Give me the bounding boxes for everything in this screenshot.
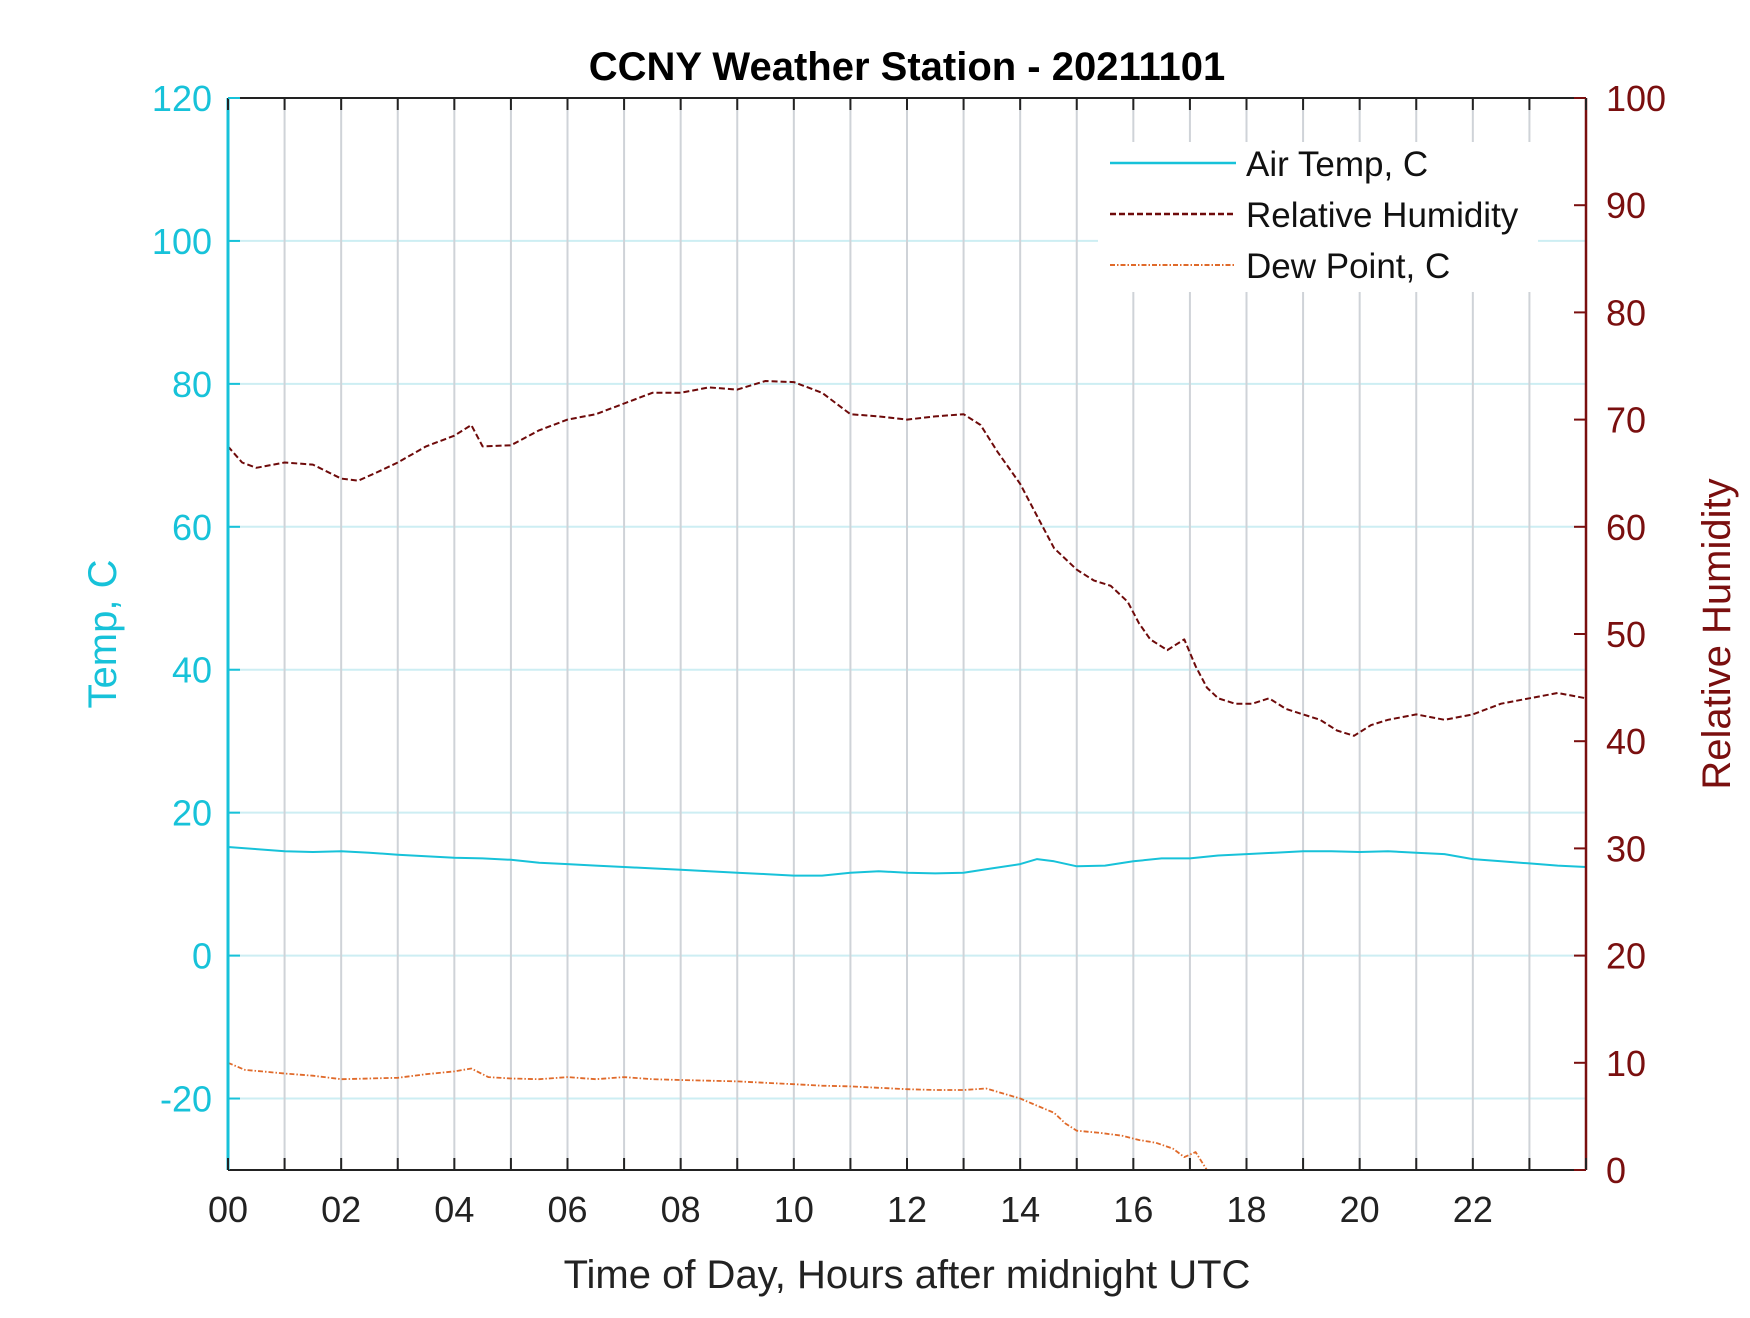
y-right-tick-label: 10: [1606, 1043, 1646, 1084]
y-left-axis-label: Temp, C: [81, 560, 125, 709]
y-left-tick-label: 40: [172, 650, 212, 691]
y-left-tick-label: 20: [172, 793, 212, 834]
y-right-tick-label: 90: [1606, 185, 1646, 226]
chart-title: CCNY Weather Station - 20211101: [589, 45, 1226, 89]
axes-layer: [226, 97, 1588, 1171]
x-tick-label: 08: [661, 1189, 701, 1230]
y-left-tick-label: -20: [160, 1079, 212, 1120]
y-left-tick-label: 100: [152, 221, 212, 262]
series-layer: [227, 380, 1587, 1171]
legend-label-relative-humidity: Relative Humidity: [1246, 196, 1519, 235]
y-right-tick-label: 50: [1606, 614, 1646, 655]
legend: Air Temp, C Relative Humidity Dew Point,…: [1098, 142, 1538, 292]
legend-label-dew-point: Dew Point, C: [1246, 247, 1450, 286]
y-left-tick-label: 0: [192, 936, 212, 977]
x-tick-label: 20: [1340, 1189, 1380, 1230]
dew-point-line: [227, 1061, 1208, 1171]
y-right-tick-label: 20: [1606, 936, 1646, 977]
y-right-tick-label: 0: [1606, 1150, 1626, 1191]
x-tick-label: 22: [1453, 1189, 1493, 1230]
y-left-tick-label: 60: [172, 507, 212, 548]
x-tick-label: 04: [434, 1189, 474, 1230]
y-right-tick-label: 60: [1606, 507, 1646, 548]
x-tick-label: 12: [887, 1189, 927, 1230]
y-right-tick-label: 40: [1606, 721, 1646, 762]
legend-label-air-temp: Air Temp, C: [1246, 145, 1428, 184]
legend-background: [1098, 142, 1538, 292]
x-axis-ticks: 00 02 04 06 08 10 12 14 16 18 20 22: [208, 1189, 1493, 1230]
y-right-tick-label: 80: [1606, 292, 1646, 333]
y-left-axis-ticks: -20 0 20 40 60 80 100 120: [152, 78, 240, 1120]
y-right-axis-ticks: 0 10 20 30 40 50 60 70 80 90 100: [1574, 78, 1666, 1191]
relative-humidity-line: [227, 380, 1587, 737]
y-left-tick-label: 80: [172, 364, 212, 405]
x-tick-label: 18: [1226, 1189, 1266, 1230]
x-tick-label: 16: [1113, 1189, 1153, 1230]
vertical-grid: [283, 98, 1531, 1170]
air-temp-line: [227, 846, 1587, 877]
y-right-axis-label: Relative Humidity: [1695, 478, 1739, 789]
y-right-tick-label: 70: [1606, 400, 1646, 441]
x-tick-label: 10: [774, 1189, 814, 1230]
y-left-tick-label: 120: [152, 78, 212, 119]
y-right-tick-label: 100: [1606, 78, 1666, 119]
y-right-tick-label: 30: [1606, 828, 1646, 869]
x-tick-label: 02: [321, 1189, 361, 1230]
x-tick-label: 14: [1000, 1189, 1040, 1230]
x-axis-label: Time of Day, Hours after midnight UTC: [564, 1253, 1251, 1297]
x-tick-label: 06: [547, 1189, 587, 1230]
x-tick-label: 00: [208, 1189, 248, 1230]
